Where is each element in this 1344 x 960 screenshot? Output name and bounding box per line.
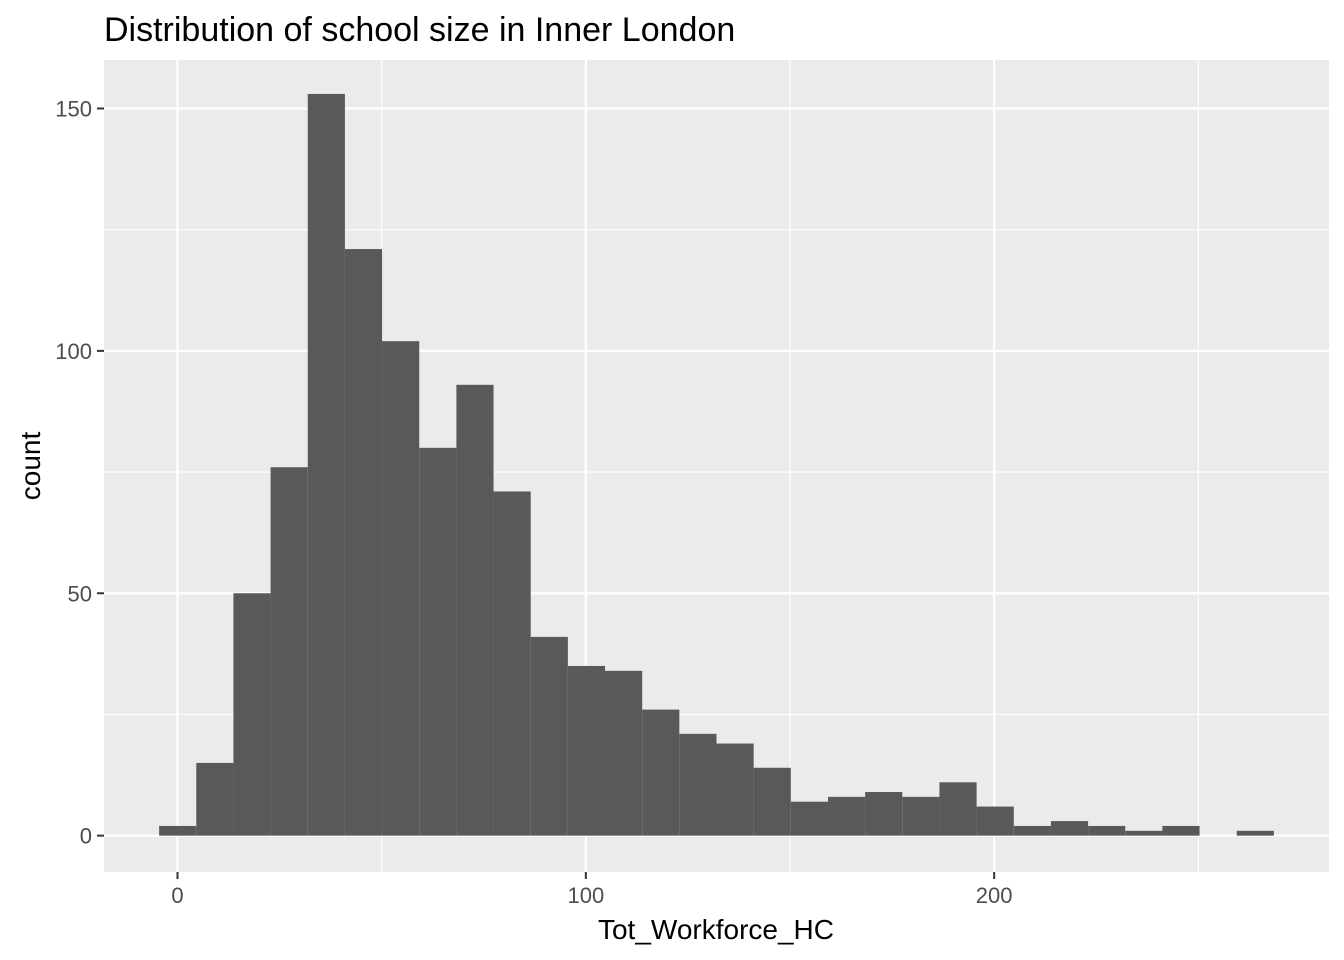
- histogram-bar: [567, 665, 606, 836]
- histogram-bar: [716, 743, 754, 836]
- chart-title: Distribution of school size in Inner Lon…: [104, 11, 735, 49]
- histogram-bar: [642, 709, 680, 836]
- y-tick-label: 150: [55, 96, 92, 121]
- histogram-bar: [1088, 825, 1126, 836]
- histogram-bar: [196, 762, 234, 836]
- histogram-bars: [159, 93, 1274, 836]
- histogram-bar: [233, 593, 271, 836]
- histogram-bar: [270, 467, 308, 836]
- y-tick-label: 50: [68, 581, 92, 606]
- histogram-bar: [159, 825, 197, 836]
- histogram-bar: [382, 341, 420, 836]
- histogram-bar: [1125, 830, 1163, 836]
- histogram-bar: [865, 792, 903, 836]
- y-tick-label: 0: [80, 824, 92, 849]
- histogram-bar: [530, 636, 568, 836]
- histogram-bar: [939, 782, 977, 836]
- histogram-bar: [753, 767, 791, 836]
- x-tick-label: 0: [171, 883, 183, 908]
- histogram-bar: [790, 801, 828, 836]
- x-axis-title: Tot_Workforce_HC: [598, 914, 834, 945]
- histogram-bar: [456, 384, 494, 836]
- histogram-bar: [493, 491, 531, 836]
- histogram-bar: [1013, 825, 1051, 836]
- histogram-bar: [605, 670, 643, 836]
- y-tick-label: 100: [55, 339, 92, 364]
- histogram-bar: [1236, 830, 1274, 836]
- x-tick-label: 100: [567, 883, 604, 908]
- histogram-bar: [419, 447, 457, 836]
- y-axis-title: count: [15, 432, 46, 501]
- x-tick-label: 200: [976, 883, 1013, 908]
- histogram-bar: [307, 93, 345, 836]
- histogram-bar: [344, 249, 383, 836]
- histogram-bar: [902, 796, 940, 836]
- histogram-bar: [1050, 821, 1089, 836]
- histogram-bar: [1162, 825, 1200, 836]
- histogram-bar: [976, 806, 1014, 836]
- histogram-bar: [827, 796, 866, 836]
- y-axis: 0 50 100 150: [55, 96, 104, 849]
- histogram-bar: [679, 733, 717, 836]
- x-axis: 0 100 200: [171, 872, 1013, 908]
